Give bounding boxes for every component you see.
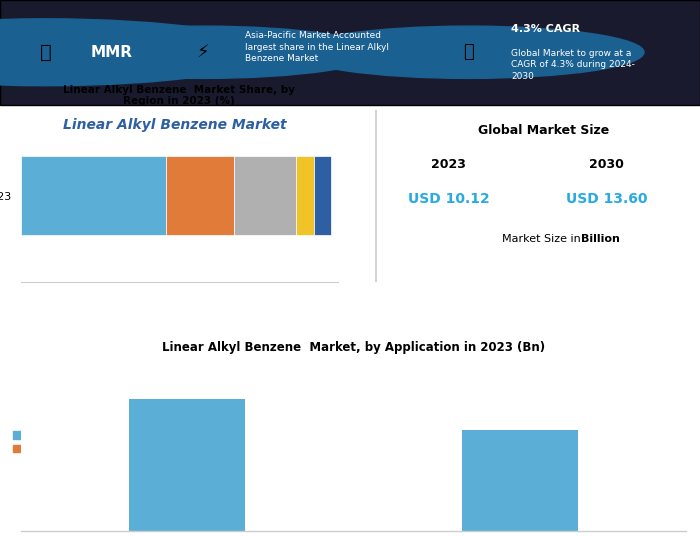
Text: Global Market Size: Global Market Size: [478, 124, 609, 137]
Text: USD 10.12: USD 10.12: [407, 192, 489, 206]
Bar: [234, 157, 296, 235]
FancyBboxPatch shape: [0, 0, 700, 105]
Bar: [461, 430, 578, 531]
Bar: [166, 157, 235, 235]
Title: Linear Alkyl Benzene  Market Share, by
Region in 2023 (%): Linear Alkyl Benzene Market Share, by Re…: [63, 85, 295, 106]
Bar: [314, 157, 331, 235]
Bar: [129, 399, 246, 531]
Legend: Asia Pacific, North America, Europe, MEA, South America: Asia Pacific, North America, Europe, MEA…: [10, 428, 249, 457]
Text: USD 13.60: USD 13.60: [566, 192, 648, 206]
Circle shape: [0, 19, 270, 86]
Title: Linear Alkyl Benzene  Market, by Application in 2023 (Bn): Linear Alkyl Benzene Market, by Applicat…: [162, 340, 545, 354]
Text: 4.3% CAGR: 4.3% CAGR: [511, 24, 580, 34]
Circle shape: [28, 26, 378, 78]
Text: Market Size in: Market Size in: [503, 234, 584, 243]
Circle shape: [294, 26, 644, 78]
Text: 🔥: 🔥: [463, 43, 475, 61]
Text: 🌍: 🌍: [40, 43, 51, 62]
Text: 2023: 2023: [431, 158, 466, 171]
Bar: [296, 157, 314, 235]
Text: MMR: MMR: [91, 45, 133, 59]
Text: Billion: Billion: [581, 234, 620, 243]
Text: 2030: 2030: [589, 158, 624, 171]
Text: ⚡: ⚡: [197, 43, 209, 61]
Text: Linear Alkyl Benzene Market: Linear Alkyl Benzene Market: [63, 118, 287, 132]
Bar: [21, 157, 166, 235]
Text: Asia-Pacific Market Accounted
largest share in the Linear Alkyl
Benzene Market: Asia-Pacific Market Accounted largest sh…: [245, 31, 389, 63]
Text: Global Market to grow at a
CAGR of 4.3% during 2024-
2030: Global Market to grow at a CAGR of 4.3% …: [511, 48, 635, 81]
